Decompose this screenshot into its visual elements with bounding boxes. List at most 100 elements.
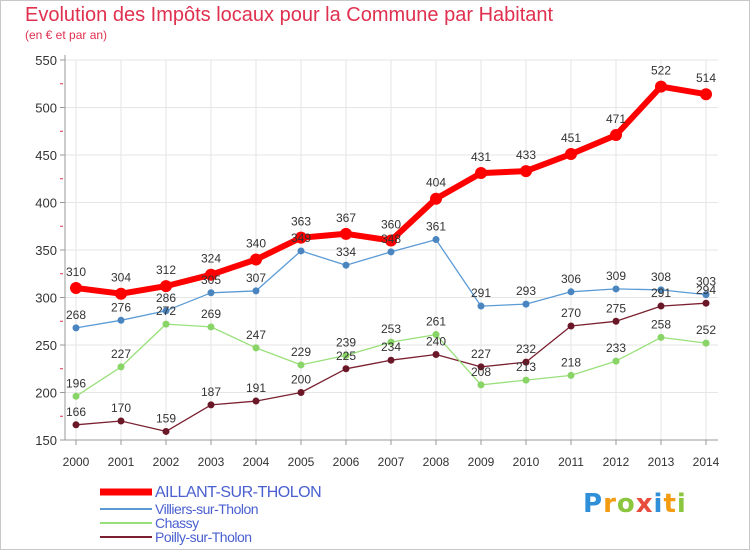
series-1-point-2011 (567, 288, 575, 296)
series-2-label-2004: 247 (246, 328, 266, 342)
series-2-point-2004 (252, 344, 260, 352)
series-3-label-2011: 270 (561, 306, 581, 320)
series-0-point-2000 (70, 282, 82, 294)
series-2-label-2005: 229 (291, 345, 311, 359)
series-1-label-2005: 349 (291, 231, 311, 245)
series-3-label-2006: 225 (336, 349, 356, 363)
series-0-label-2008: 404 (426, 176, 446, 190)
x-tick-label-2004: 2004 (243, 455, 270, 469)
series-2-point-2006 (342, 351, 350, 359)
series-1-point-2000 (72, 324, 80, 332)
series-1-label-2001: 276 (111, 300, 131, 314)
series-0-point-2011 (565, 148, 577, 161)
series-0-point-2014 (700, 88, 712, 101)
series-2-label-2008: 261 (426, 315, 446, 329)
chart-title: Evolution des Impôts locaux pour la Comm… (25, 4, 554, 26)
series-1-point-2003 (207, 289, 215, 297)
series-0-point-2012 (610, 129, 622, 142)
series-0-point-2002 (160, 280, 172, 293)
series-0-label-2011: 451 (561, 131, 581, 145)
x-tick-label-2001: 2001 (108, 455, 135, 469)
series-1-point-2014 (702, 291, 710, 299)
series-1-label-2002: 286 (156, 291, 176, 305)
series-3-label-2002: 159 (156, 411, 176, 425)
series-3-point-2013 (657, 302, 665, 310)
series-2-label-2012: 233 (606, 341, 626, 355)
series-3-label-2009: 227 (471, 347, 491, 361)
series-0-point-2010 (520, 165, 532, 178)
y-tick-label-250: 250 (35, 338, 57, 353)
series-0-point-2007 (385, 234, 397, 247)
y-tick-label-450: 450 (35, 148, 57, 163)
y-tick-label-300: 300 (35, 291, 57, 306)
series-3-point-2011 (567, 322, 575, 330)
x-tick-label-2009: 2009 (468, 455, 495, 469)
series-0-label-2000: 310 (66, 265, 86, 279)
series-2-label-2011: 218 (561, 355, 581, 369)
series-1-label-2013: 308 (651, 270, 671, 284)
series-1-label-2006: 334 (336, 245, 356, 259)
series-2-label-2009: 208 (471, 365, 491, 379)
series-1-label-2003: 305 (201, 273, 221, 287)
series-3-point-2014 (702, 299, 710, 307)
series-3-label-2014: 294 (696, 283, 716, 297)
series-0-label-2013: 522 (651, 64, 671, 78)
legend-layer (100, 488, 152, 538)
series-1-label-2000: 268 (66, 308, 86, 322)
series-1-point-2012 (612, 285, 620, 293)
series-layer (70, 80, 712, 435)
x-tick-label-2006: 2006 (333, 455, 360, 469)
x-tick-label-2012: 2012 (603, 455, 630, 469)
series-2-point-2005 (297, 361, 305, 369)
x-tick-label-2003: 2003 (198, 455, 225, 469)
series-0-label-2005: 363 (291, 215, 311, 229)
y-tick-label-150: 150 (35, 433, 57, 448)
series-2-point-2011 (567, 371, 575, 379)
series-0-point-2001 (115, 287, 127, 300)
series-0-label-2003: 324 (201, 252, 221, 266)
series-1-label-2011: 306 (561, 272, 581, 286)
series-0-label-2012: 471 (606, 112, 626, 126)
x-tick-label-2008: 2008 (423, 455, 450, 469)
series-3-point-2003 (207, 401, 215, 409)
series-3-point-2000 (72, 421, 80, 429)
series-3-label-2001: 170 (111, 401, 131, 415)
series-2-label-2010: 213 (516, 360, 536, 374)
series-3-point-2002 (162, 427, 170, 435)
series-0-point-2013 (655, 80, 667, 93)
series-1-point-2009 (477, 302, 485, 310)
y-tick-label-200: 200 (35, 386, 57, 401)
series-0-point-2006 (340, 227, 352, 240)
series-2-point-2001 (117, 363, 125, 371)
series-3-label-2005: 200 (291, 373, 311, 387)
series-3-point-2007 (387, 356, 395, 364)
series-3-label-2000: 166 (66, 405, 86, 419)
series-2-label-2003: 269 (201, 307, 221, 321)
x-tick-label-2007: 2007 (378, 455, 405, 469)
y-tick-label-350: 350 (35, 243, 57, 258)
series-1-point-2008 (432, 236, 440, 244)
series-3-label-2003: 187 (201, 385, 221, 399)
series-2-point-2000 (72, 392, 80, 400)
series-2-label-2002: 272 (156, 304, 176, 318)
series-1-point-2010 (522, 300, 530, 308)
chart-subtitle: (en € et par an) (25, 28, 108, 42)
x-tick-label-2011: 2011 (558, 455, 584, 469)
series-0-label-2007: 360 (381, 218, 401, 232)
series-1-label-2004: 307 (246, 271, 266, 285)
proxiti-logo: Proxiti (583, 489, 687, 519)
series-1-point-2001 (117, 316, 125, 324)
series-0-label-2002: 312 (156, 263, 176, 277)
y-tick-label-500: 500 (35, 101, 57, 116)
series-0-label-2009: 431 (471, 150, 491, 164)
x-tick-label-2005: 2005 (288, 455, 315, 469)
series-3-label-2010: 232 (516, 342, 536, 356)
series-3-label-2004: 191 (246, 381, 266, 395)
series-0-label-2014: 514 (696, 71, 716, 85)
legend-label-poilly: Poilly-sur-Tholon (155, 529, 252, 545)
series-0-label-2006: 367 (336, 211, 356, 225)
series-2-point-2009 (477, 381, 485, 389)
series-3-point-2012 (612, 317, 620, 325)
